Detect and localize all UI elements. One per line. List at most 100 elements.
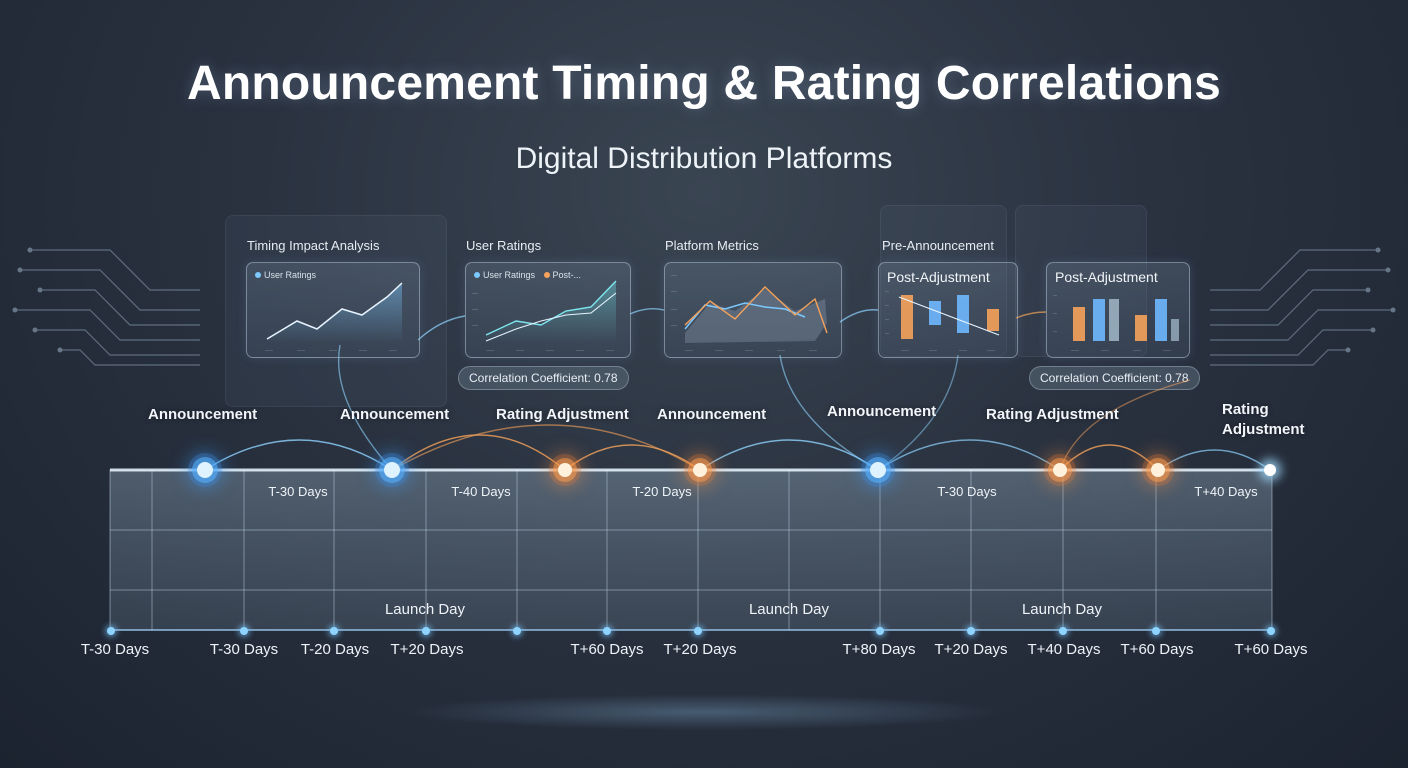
timeline-tick-label: T-40 Days [451, 484, 511, 499]
chart-card-timing-impact: User Ratings ···· ···· ···· ···· ···· [246, 262, 420, 358]
timeline-event-node[interactable] [1053, 463, 1067, 477]
svg-text:····: ···· [546, 348, 554, 354]
axis-marker [1267, 627, 1275, 635]
axis-marker [1059, 627, 1067, 635]
svg-text:····: ···· [715, 348, 723, 354]
svg-text:···: ··· [472, 307, 478, 313]
timeline-event-node[interactable] [870, 462, 886, 478]
chart-card-user-ratings: User Ratings Post-... ··· ··· ··· ···· ···· ·… [465, 262, 631, 358]
svg-text:····: ···· [486, 348, 494, 354]
axis-marker [967, 627, 975, 635]
svg-text:····: ···· [959, 348, 967, 354]
launch-day-label: Launch Day [748, 601, 830, 618]
event-label-rating: Rating [1222, 401, 1269, 418]
timeline-tick-label: T-30 Days [937, 484, 997, 499]
mini-bar-chart: ·········· ···· ···· ···· [1053, 293, 1179, 354]
axis-label: T+60 Days [1234, 641, 1308, 658]
page-title: Announcement Timing & Rating Correlation… [186, 57, 1222, 110]
svg-text:····: ···· [987, 348, 995, 354]
axis-label: T+20 Days [390, 641, 464, 658]
legend-label: User Ratings [264, 269, 317, 280]
event-label-announcement: Announcement [827, 403, 937, 420]
chart-card-platform-metrics: ··· ··· ··· ··· ···· ···· ···· ···· ···· [664, 262, 842, 358]
svg-text:····: ···· [1101, 348, 1109, 354]
axis-marker [876, 627, 884, 635]
svg-text:··: ·· [1053, 293, 1057, 299]
axis-label: T-30 Days [209, 641, 279, 658]
svg-text:···: ··· [472, 323, 478, 329]
svg-text:····: ···· [359, 348, 367, 354]
chart-legend: User Ratings Post-... [474, 269, 587, 280]
svg-text:····: ···· [1133, 348, 1141, 354]
timeline-event-node[interactable] [693, 463, 707, 477]
event-label-rating-adjustment: Rating Adjustment [496, 406, 629, 423]
event-label-announcement: Announcement [148, 406, 258, 423]
event-label-adjustment: Adjustment [1222, 421, 1305, 438]
svg-text:··: ·· [885, 303, 889, 309]
launch-day-label: Launch Day [1021, 601, 1103, 618]
svg-text:··: ·· [1053, 329, 1057, 335]
chart-card-post-adjustment-2: Post-Adjustment ·· ·· ·· ···· ···· ···· ···· [1046, 262, 1190, 358]
svg-text:····: ···· [929, 348, 937, 354]
timeline-event-node[interactable] [1151, 463, 1165, 477]
mini-line-chart: ···· ···· ···· ···· ···· [265, 282, 403, 354]
timeline-end-node[interactable] [1264, 464, 1276, 476]
mini-line-chart: ············· ···· ···· ···· ···· [472, 280, 617, 354]
svg-text:····: ···· [745, 348, 753, 354]
axis-marker [107, 627, 115, 635]
svg-text:···: ··· [671, 289, 677, 295]
timeline-tick-label: T-20 Days [632, 484, 692, 499]
axis-label: T+60 Days [570, 641, 644, 658]
page-subtitle: Digital Distribution Platforms [515, 142, 893, 175]
timeline-event-node[interactable] [197, 462, 213, 478]
card-heading: Post-Adjustment [887, 269, 990, 285]
svg-text:····: ···· [1071, 348, 1079, 354]
axis-marker [240, 627, 248, 635]
timeline-event-node[interactable] [384, 462, 400, 478]
svg-text:···: ··· [671, 307, 677, 313]
axis-label: T+80 Days [842, 641, 916, 658]
background-ghost-panel [225, 215, 447, 407]
svg-text:··: ·· [885, 331, 889, 337]
axis-label: T+60 Days [1120, 641, 1194, 658]
panel-title-platform-metrics: Platform Metrics [665, 238, 759, 253]
svg-text:····: ···· [576, 348, 584, 354]
svg-text:····: ···· [901, 348, 909, 354]
mini-bar-chart: ············ ···· ···· ···· [885, 289, 1000, 354]
svg-text:····: ···· [329, 348, 337, 354]
correlation-coefficient-label: Correlation Coefficient: 0.78 [458, 366, 629, 390]
mini-line-chart: ················ ···· ···· ···· ···· [671, 273, 828, 354]
svg-text:···: ··· [671, 273, 677, 279]
svg-text:··: ·· [885, 317, 889, 323]
legend-swatch [474, 271, 480, 278]
event-label-announcement: Announcement [340, 406, 450, 423]
svg-text:····: ···· [265, 348, 273, 354]
axis-label: T+20 Days [934, 641, 1008, 658]
legend-swatch [255, 271, 261, 278]
svg-text:···: ··· [472, 291, 478, 297]
svg-text:··: ·· [1053, 311, 1057, 317]
panel-title-pre-announcement: Pre-Announcement [882, 238, 995, 253]
timeline-tick-label: T+40 Days [1194, 484, 1258, 499]
svg-text:····: ···· [777, 348, 785, 354]
axis-label: T+40 Days [1027, 641, 1101, 658]
launch-day-label: Launch Day [384, 601, 466, 618]
svg-text:··: ·· [885, 289, 889, 295]
legend-label: User Ratings [483, 269, 536, 280]
svg-text:····: ···· [297, 348, 305, 354]
panel-title-user-ratings: User Ratings [466, 238, 542, 253]
axis-label: T+20 Days [663, 641, 737, 658]
axis-marker [513, 627, 521, 635]
svg-text:···: ··· [671, 323, 677, 329]
timeline-event-node[interactable] [558, 463, 572, 477]
svg-text:····: ···· [1163, 348, 1171, 354]
axis-marker [694, 627, 702, 635]
svg-text:····: ···· [516, 348, 524, 354]
event-label-rating-adjustment: Rating Adjustment [986, 406, 1119, 423]
svg-text:····: ···· [685, 348, 693, 354]
axis-label: T-20 Days [300, 641, 370, 658]
legend-label: Post-... [552, 269, 582, 280]
svg-text:····: ···· [809, 348, 817, 354]
timeline-tick-label: T-30 Days [268, 484, 328, 499]
